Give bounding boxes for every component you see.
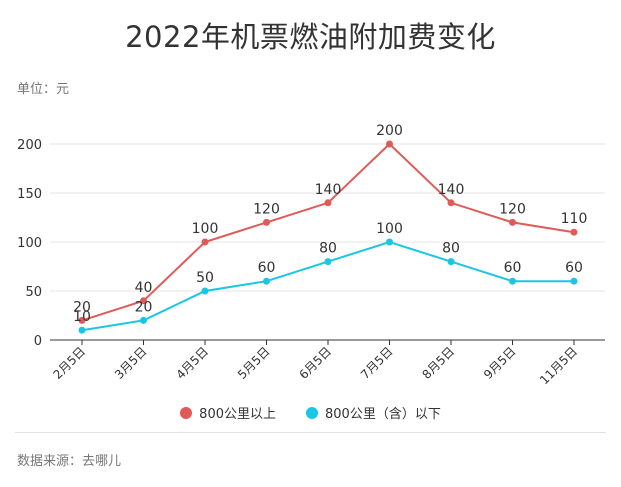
data-point xyxy=(263,277,270,285)
data-label: 120 xyxy=(499,201,526,217)
data-point xyxy=(509,218,516,226)
data-label: 60 xyxy=(258,260,276,276)
legend-item-series-2[interactable]: 800公里（含）以下 xyxy=(306,403,441,422)
data-point xyxy=(570,277,578,285)
y-tick-label: 100 xyxy=(17,236,42,251)
data-label: 200 xyxy=(376,123,403,139)
data-label: 100 xyxy=(192,221,219,237)
x-tick-label: 6月5日 xyxy=(296,344,334,382)
data-point xyxy=(201,287,209,295)
data-point xyxy=(324,199,332,207)
y-tick-label: 0 xyxy=(34,334,42,349)
data-label: 140 xyxy=(315,182,342,198)
data-point xyxy=(447,199,455,207)
data-point xyxy=(570,228,578,236)
data-point xyxy=(509,277,516,285)
legend-item-series-1[interactable]: 800公里以上 xyxy=(180,403,276,422)
series-line-1 xyxy=(81,142,575,322)
divider xyxy=(15,432,606,433)
data-label: 100 xyxy=(376,221,403,237)
legend-marker-series-1 xyxy=(180,406,193,419)
legend-label-series-1: 800公里以上 xyxy=(199,407,276,422)
data-label: 80 xyxy=(319,241,337,257)
y-tick-label: 200 xyxy=(17,138,42,153)
data-label: 60 xyxy=(504,260,522,276)
source-label: 数据来源：去哪儿 xyxy=(17,454,122,469)
data-point xyxy=(447,258,455,266)
x-tick-label: 7月5日 xyxy=(358,344,396,382)
data-label: 20 xyxy=(135,299,153,315)
data-point xyxy=(140,316,147,324)
data-point xyxy=(263,218,270,226)
data-point xyxy=(78,326,86,334)
data-point xyxy=(386,238,393,246)
y-tick-label: 50 xyxy=(25,285,42,300)
data-label: 140 xyxy=(438,182,465,198)
data-point xyxy=(201,238,209,246)
data-label: 120 xyxy=(253,201,280,217)
data-label: 20 xyxy=(73,299,91,315)
line-chart: 0 50 100 150 200 2月5日 3月5日 4月5日 5月5日 6月5日 7月5日 8月5日… xyxy=(17,123,605,387)
x-tick-label: 4月5日 xyxy=(173,344,211,382)
x-tick-label: 5月5日 xyxy=(235,344,273,382)
x-tick-label: 8月5日 xyxy=(419,344,457,382)
data-label: 80 xyxy=(442,241,460,257)
x-tick-label: 2月5日 xyxy=(50,344,88,382)
data-label: 110 xyxy=(561,211,588,227)
data-label: 40 xyxy=(135,280,153,296)
x-tick-label: 3月5日 xyxy=(112,344,150,382)
x-tick-label: 9月5日 xyxy=(481,344,519,382)
data-label: 60 xyxy=(565,260,583,276)
data-label: 10 xyxy=(73,309,91,325)
legend: 800公里以上 800公里（含）以下 xyxy=(0,403,621,422)
data-label: 50 xyxy=(196,270,214,286)
unit-label: 单位：元 xyxy=(17,82,70,97)
chart-title: 2022年机票燃油附加费变化 xyxy=(125,20,496,54)
data-point xyxy=(386,140,393,148)
data-point xyxy=(140,297,147,305)
legend-marker-series-2 xyxy=(306,406,318,419)
x-tick-label: 11月5日 xyxy=(537,344,580,387)
data-point xyxy=(78,316,86,324)
legend-label-series-2: 800公里（含）以下 xyxy=(325,407,441,422)
data-point xyxy=(324,258,332,266)
y-tick-label: 150 xyxy=(17,187,42,202)
